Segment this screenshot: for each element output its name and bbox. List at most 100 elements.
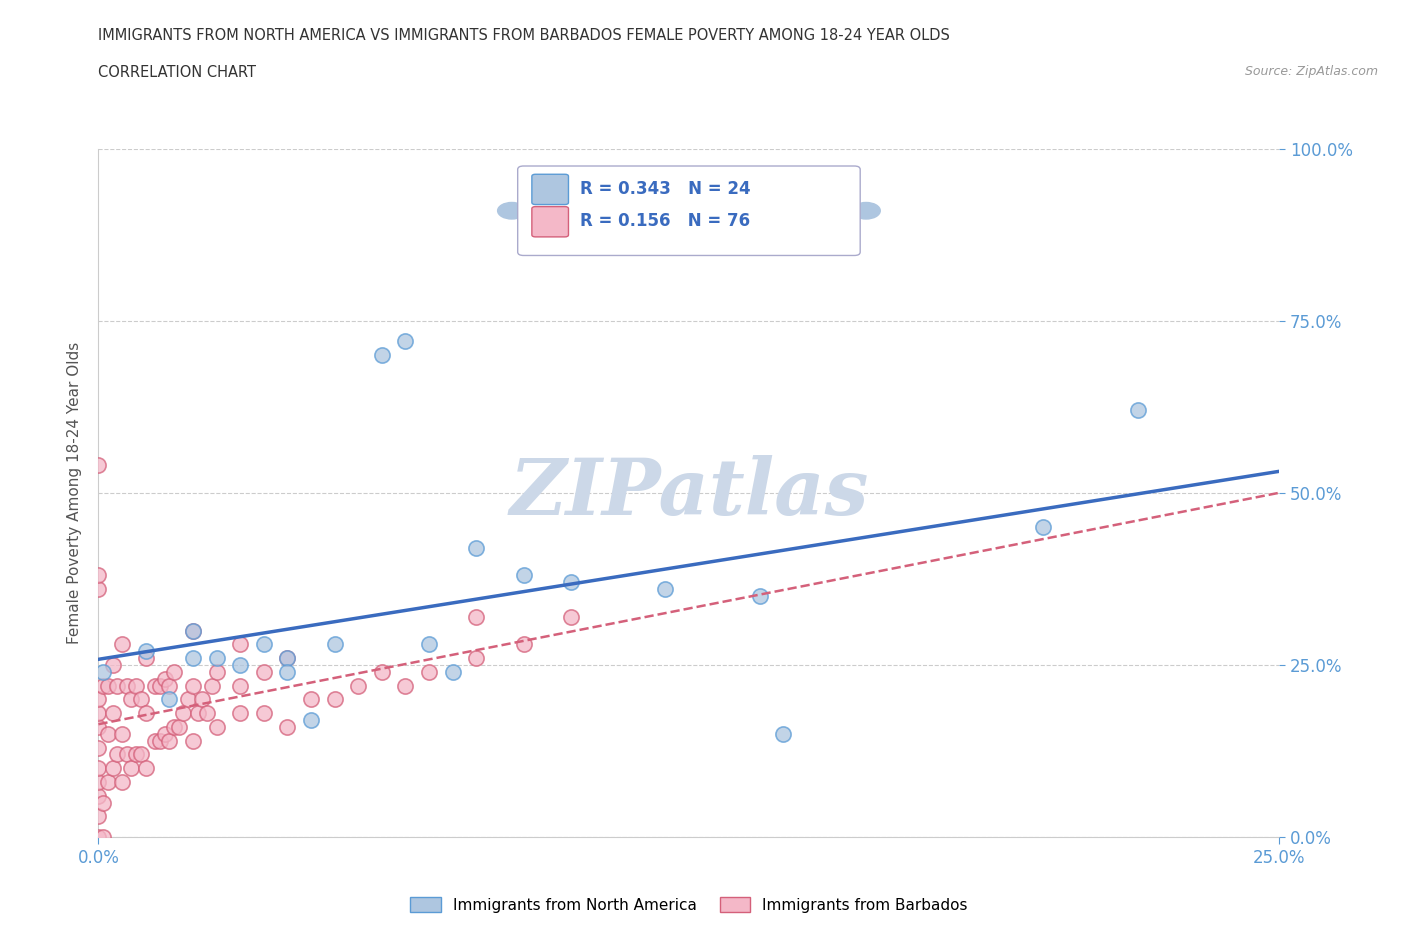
Point <box>441 664 464 679</box>
Point <box>105 678 128 693</box>
Point <box>87 809 110 824</box>
Text: IMMIGRANTS FROM NORTH AMERICA VS IMMIGRANTS FROM BARBADOS FEMALE POVERTY AMONG 1: IMMIGRANTS FROM NORTH AMERICA VS IMMIGRA… <box>98 28 950 43</box>
FancyBboxPatch shape <box>517 166 860 256</box>
Point <box>371 348 394 363</box>
Point <box>149 733 172 748</box>
Point <box>125 747 148 762</box>
Point <box>157 733 180 748</box>
Point <box>87 761 110 776</box>
Point <box>135 706 157 721</box>
Point <box>135 761 157 776</box>
Point <box>181 678 204 693</box>
Point <box>157 678 180 693</box>
Point <box>105 747 128 762</box>
Point <box>560 575 582 590</box>
Point <box>121 692 143 707</box>
Point <box>87 775 110 790</box>
Point <box>229 637 252 652</box>
Point <box>87 740 110 755</box>
Point <box>153 671 176 686</box>
Point <box>181 651 204 666</box>
Point <box>87 789 110 804</box>
Point <box>418 637 440 652</box>
Point <box>205 664 228 679</box>
Point <box>129 692 152 707</box>
Point <box>111 775 134 790</box>
Point <box>253 706 276 721</box>
Point <box>167 720 190 735</box>
Point <box>135 644 157 658</box>
Point <box>97 726 120 741</box>
Point <box>654 582 676 597</box>
Y-axis label: Female Poverty Among 18-24 Year Olds: Female Poverty Among 18-24 Year Olds <box>67 342 83 644</box>
Point <box>97 678 120 693</box>
Point <box>205 651 228 666</box>
Point <box>143 678 166 693</box>
Point <box>91 664 114 679</box>
Point <box>157 692 180 707</box>
Point <box>560 609 582 624</box>
Point <box>276 651 298 666</box>
Point <box>465 651 488 666</box>
Point <box>181 623 204 638</box>
Text: R = 0.343   N = 24: R = 0.343 N = 24 <box>581 179 751 198</box>
Point <box>191 692 214 707</box>
FancyBboxPatch shape <box>531 174 568 205</box>
Point <box>87 720 110 735</box>
Point <box>143 733 166 748</box>
Point <box>276 664 298 679</box>
Text: R = 0.156   N = 76: R = 0.156 N = 76 <box>581 212 751 230</box>
Point <box>323 637 346 652</box>
Point <box>187 706 209 721</box>
Point <box>229 658 252 672</box>
FancyBboxPatch shape <box>531 206 568 237</box>
Point <box>101 761 124 776</box>
Point <box>163 664 186 679</box>
Point <box>125 678 148 693</box>
Point <box>135 651 157 666</box>
Point <box>181 733 204 748</box>
Point <box>772 726 794 741</box>
Point <box>1126 403 1149 418</box>
Point <box>253 637 276 652</box>
Point <box>111 637 134 652</box>
Point <box>299 712 322 727</box>
Text: CORRELATION CHART: CORRELATION CHART <box>98 65 256 80</box>
Point <box>394 678 416 693</box>
Point <box>101 658 124 672</box>
Point <box>115 747 138 762</box>
Point <box>748 589 770 604</box>
Point <box>1032 520 1054 535</box>
Point <box>121 761 143 776</box>
Legend: Immigrants from North America, Immigrants from Barbados: Immigrants from North America, Immigrant… <box>404 891 974 919</box>
Point <box>276 651 298 666</box>
Point <box>129 747 152 762</box>
Point <box>97 775 120 790</box>
Point <box>512 568 534 583</box>
Point <box>465 540 488 555</box>
Circle shape <box>852 203 880 219</box>
Point <box>111 726 134 741</box>
Point <box>418 664 440 679</box>
Point <box>87 706 110 721</box>
Point <box>229 706 252 721</box>
Point <box>87 830 110 844</box>
Point <box>371 664 394 679</box>
Point <box>91 830 114 844</box>
Point <box>253 664 276 679</box>
Point <box>512 637 534 652</box>
Point <box>465 609 488 624</box>
Point <box>172 706 194 721</box>
Point <box>181 623 204 638</box>
Point <box>87 458 110 472</box>
Text: Source: ZipAtlas.com: Source: ZipAtlas.com <box>1244 65 1378 78</box>
Point <box>229 678 252 693</box>
Point <box>201 678 224 693</box>
Circle shape <box>498 203 526 219</box>
Point <box>153 726 176 741</box>
Point <box>205 720 228 735</box>
Point <box>195 706 218 721</box>
Point <box>177 692 200 707</box>
Point <box>101 706 124 721</box>
Point <box>91 795 114 810</box>
